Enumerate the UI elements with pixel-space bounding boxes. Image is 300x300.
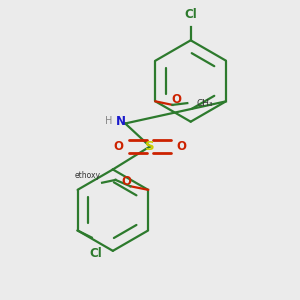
- Text: Cl: Cl: [184, 8, 197, 21]
- Text: O: O: [121, 175, 131, 188]
- Text: H: H: [105, 116, 112, 126]
- Text: O: O: [171, 93, 181, 106]
- Text: Cl: Cl: [89, 247, 102, 260]
- Text: O: O: [177, 140, 187, 153]
- Text: N: N: [116, 115, 126, 128]
- Text: ethoxy: ethoxy: [74, 171, 100, 180]
- Text: O: O: [113, 140, 123, 153]
- Text: CH₃: CH₃: [196, 99, 213, 108]
- Text: S: S: [145, 140, 155, 153]
